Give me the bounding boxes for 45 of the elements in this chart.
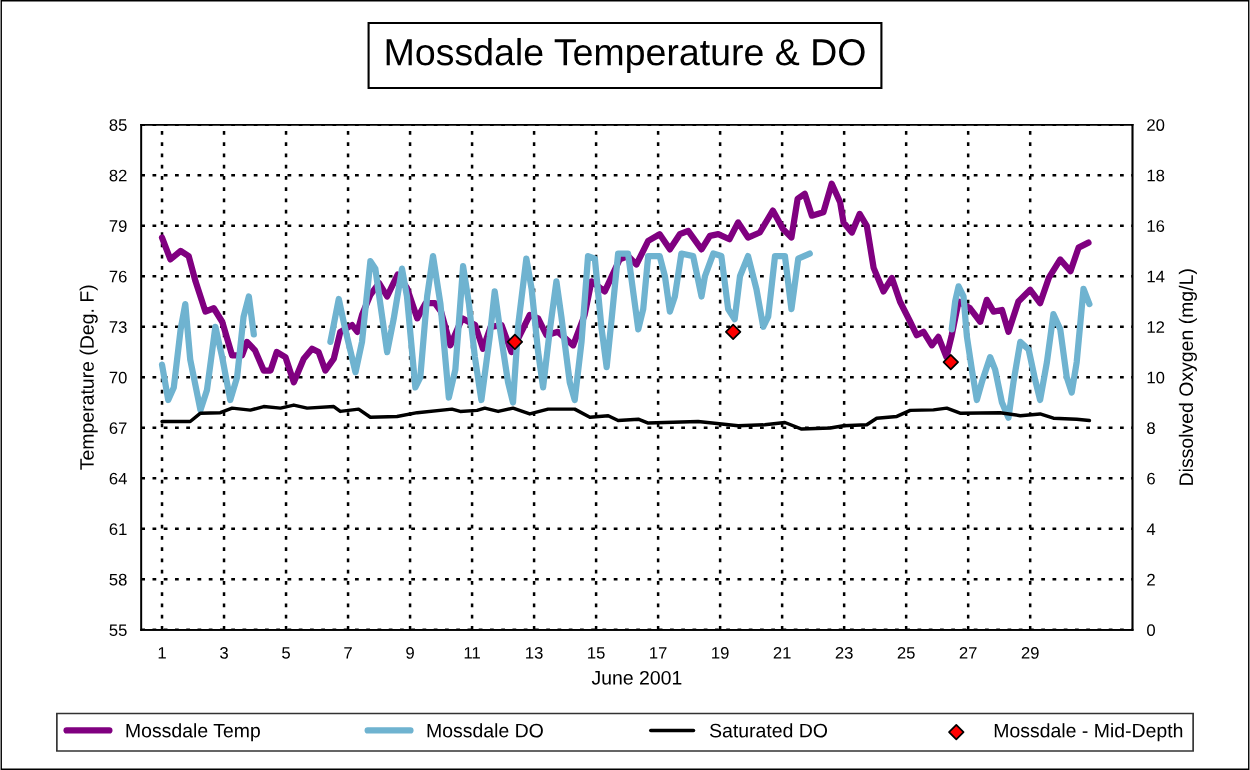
y-tick-label: 58 <box>109 573 127 586</box>
y-tick-label: 85 <box>109 119 127 131</box>
y-tick-label: 79 <box>109 220 127 232</box>
x-tick-label: 11 <box>464 647 480 659</box>
y2-tick-label: 8 <box>1147 422 1155 435</box>
y-tick-label: 82 <box>109 169 127 182</box>
y2-tick-label: 6 <box>1147 472 1155 485</box>
x-tick-label: 9 <box>406 646 414 659</box>
x-tick-label: 23 <box>835 646 853 659</box>
x-tick-label: 7 <box>344 647 352 659</box>
y2-tick-label: 16 <box>1147 220 1165 232</box>
x-tick-label: 17 <box>650 647 667 659</box>
x-axis-title: June 2001 <box>591 670 682 685</box>
chart-title: Mossdale Temperature & DO <box>386 37 865 73</box>
y-tick-label: 67 <box>109 422 127 435</box>
y2-tick-label: 18 <box>1147 169 1165 182</box>
x-tick-label: 21 <box>773 646 791 659</box>
x-tick-label: 29 <box>1021 646 1039 659</box>
legend-label: Saturated DO <box>709 723 828 738</box>
y2-tick-label: 4 <box>1146 523 1156 535</box>
y2-tick-label: 2 <box>1147 573 1155 586</box>
x-tick-label: 27 <box>959 646 977 659</box>
x-tick-label: 1 <box>158 647 166 659</box>
y-tick-label: 76 <box>109 270 127 283</box>
legend-label: Mossdale Temp <box>126 723 260 742</box>
x-tick-label: 3 <box>220 646 228 659</box>
y2-tick-label: 12 <box>1147 321 1165 333</box>
y-tick-label: 61 <box>109 523 127 536</box>
x-tick-label: 13 <box>526 646 543 659</box>
x-tick-label: 15 <box>588 647 605 659</box>
legend-label: Mossdale - Mid-Depth <box>994 723 1183 742</box>
legend-label: Mossdale DO <box>427 723 543 738</box>
y2-tick-label: 0 <box>1147 624 1156 637</box>
y-axis-title: Temperature (Deg. F) <box>79 285 98 470</box>
y2-tick-label: 10 <box>1147 371 1165 384</box>
y-tick-label: 73 <box>109 321 127 333</box>
y2-axis-title: Dissolved Oxygen (mg/L) <box>1178 269 1197 485</box>
y2-tick-label: 20 <box>1147 119 1165 131</box>
x-tick-label: 5 <box>282 647 290 659</box>
y-tick-label: 64 <box>109 472 127 485</box>
y-tick-label: 55 <box>109 624 127 637</box>
x-tick-label: 25 <box>897 646 915 659</box>
y-tick-label: 70 <box>109 371 127 384</box>
y2-tick-label: 14 <box>1147 270 1165 283</box>
x-tick-label: 19 <box>712 646 729 659</box>
